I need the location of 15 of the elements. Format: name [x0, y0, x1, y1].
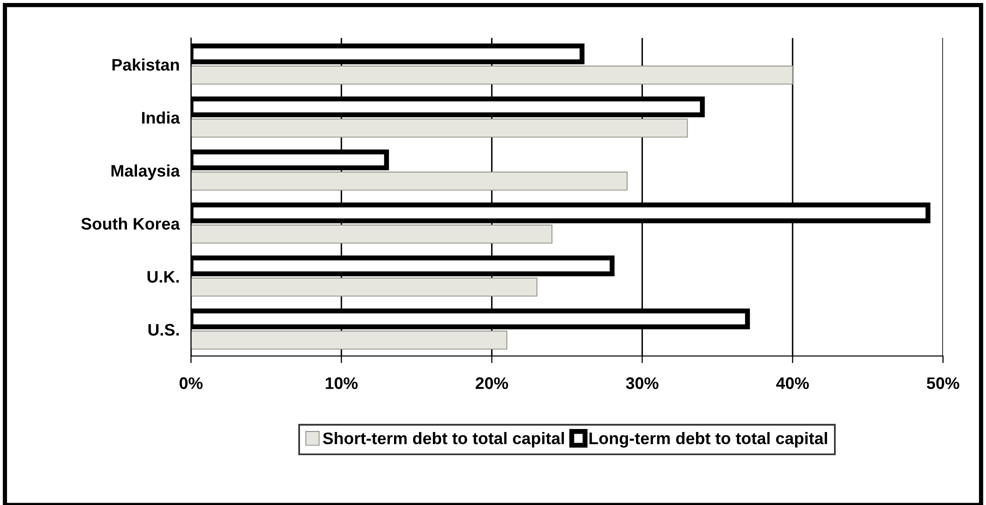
y-tick-label: India: [142, 111, 180, 124]
y-tick-label: U.S.: [148, 324, 179, 336]
bar: [191, 172, 628, 191]
y-tick-label: U.K.: [148, 271, 179, 283]
x-tick-label: 50%: [926, 377, 960, 390]
x-tick-label: 20%: [476, 377, 508, 390]
x-tick-label: 30%: [626, 377, 658, 390]
y-tick-label: Malaysia: [112, 164, 180, 180]
y-tick-label: South Korea: [81, 217, 180, 230]
x-tick-label: 0%: [180, 377, 203, 390]
y-tick-label: Pakistan: [112, 58, 179, 71]
legend-label: Short-term debt to total capital: [322, 432, 564, 448]
x-tick-label: 10%: [326, 377, 358, 390]
x-tick-label: 40%: [776, 377, 809, 390]
legend-label: Long-term debt to total capital: [590, 432, 828, 448]
